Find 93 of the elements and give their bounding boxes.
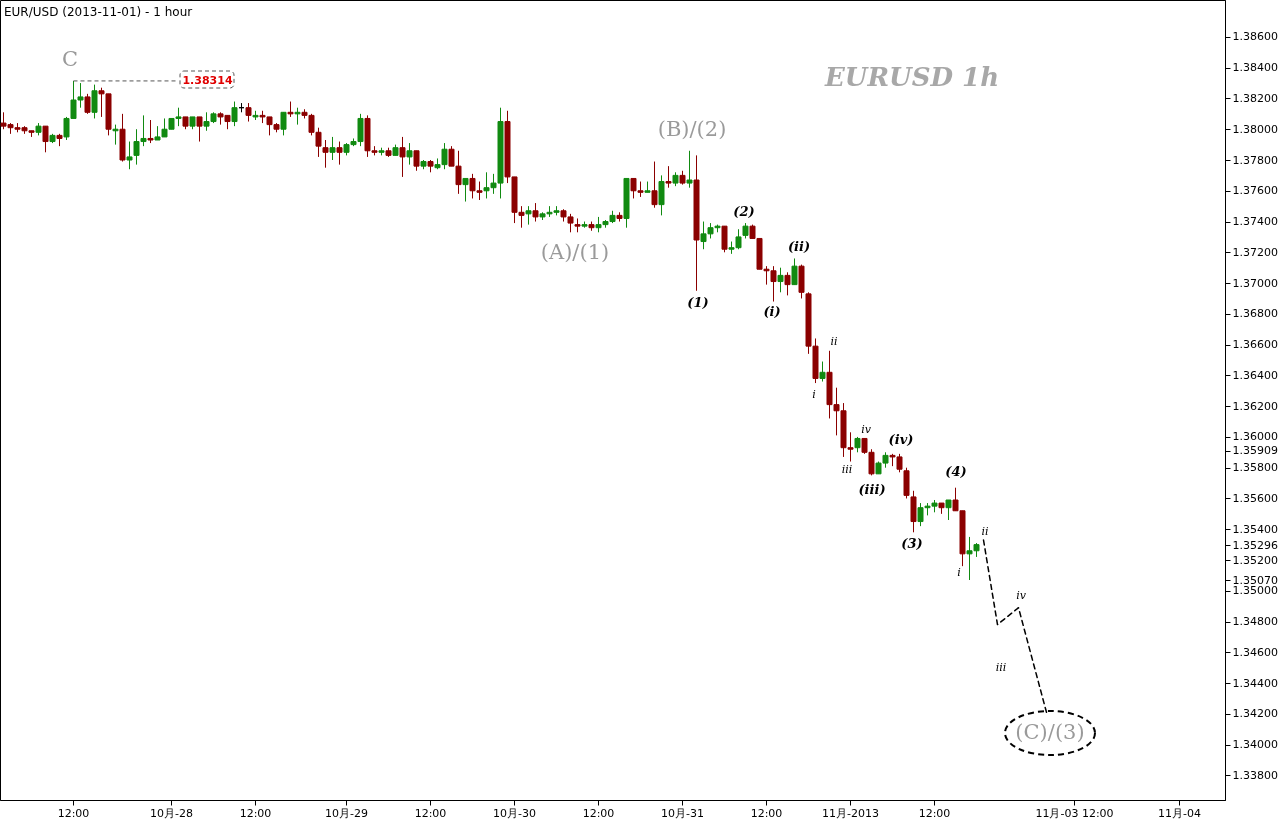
y-tick-label: 1.34800	[1232, 615, 1278, 629]
candlestick	[525, 205, 532, 226]
annotation: (C)/(3)	[1015, 720, 1085, 744]
annotation: (2)	[733, 204, 755, 219]
line-series	[982, 539, 1048, 714]
candlestick	[413, 150, 420, 172]
y-tick-label: 1.37200	[1232, 245, 1278, 259]
annotation: (ii)	[787, 239, 811, 254]
candlestick	[686, 150, 693, 189]
y-tick-label: 1.34200	[1232, 707, 1278, 721]
candlestick	[112, 124, 119, 146]
candlestick	[665, 165, 672, 189]
x-tick-label: 10月-29	[325, 806, 368, 820]
annotation: i	[957, 566, 961, 579]
y-tick-label: 1.35200	[1232, 553, 1278, 567]
candlestick	[945, 499, 952, 521]
candlestick	[791, 257, 798, 286]
annotation: iv	[861, 423, 872, 436]
candlestick	[245, 102, 252, 123]
annotation: (4)	[945, 464, 967, 479]
x-tick-label: 12:00	[239, 806, 272, 820]
x-tick-label: 10月-31	[661, 806, 704, 820]
y-tick-label: 1.35296	[1232, 538, 1278, 552]
x-tick-label: 11月-2013	[822, 806, 879, 820]
candlestick	[784, 271, 791, 296]
x-tick-label: 12:00	[750, 806, 783, 820]
y-tick-label: 1.37000	[1232, 276, 1278, 290]
x-tick-label: 10月-28	[150, 806, 193, 820]
annotation: ii	[830, 335, 838, 348]
candlestick	[126, 141, 133, 170]
text: EURUSD 1h	[823, 62, 1000, 92]
y-tick-label: 1.38400	[1232, 61, 1278, 75]
y-tick-label: 1.34400	[1232, 676, 1278, 690]
y-tick-label: 1.38000	[1232, 122, 1278, 136]
annotation: (B)/(2)	[657, 117, 727, 141]
annotation: iii	[995, 661, 1007, 674]
annotation: (3)	[901, 536, 923, 551]
annotation: (A)/(1)	[540, 240, 610, 264]
x-tick-label: 12:00	[57, 806, 90, 820]
y-tick-label: 1.33800	[1232, 768, 1278, 782]
x-tick-label: 12:00	[918, 806, 951, 820]
y-tick-label: 1.37800	[1232, 153, 1278, 167]
y-tick-label: 1.35070	[1232, 573, 1278, 587]
y-tick-label: 1.34600	[1232, 645, 1278, 659]
annotation: i	[812, 388, 816, 401]
candlestick	[231, 101, 238, 127]
annotation: iii	[841, 463, 853, 476]
candlestick	[280, 111, 287, 136]
y-tick-label: 1.36000	[1232, 430, 1278, 444]
annotation: (i)	[763, 304, 781, 319]
candlestick	[532, 202, 539, 223]
x-tick-label: 11月-04	[1158, 806, 1201, 820]
chart-title: EUR/USD (2013-11-01) - 1 hour	[4, 5, 193, 19]
x-tick-label: 12:00	[582, 806, 615, 820]
annotation: (1)	[687, 295, 709, 310]
annotation: ii	[981, 525, 989, 538]
candlestick	[721, 225, 728, 253]
y-tick-label: 1.36800	[1232, 307, 1278, 321]
candlestick	[329, 136, 336, 161]
y-tick-label: 1.38200	[1232, 91, 1278, 105]
candlestick	[406, 142, 413, 166]
y-tick-label: 1.35909	[1232, 444, 1278, 458]
y-tick-label: 1.37400	[1232, 215, 1278, 229]
x-tick-label: 10月-30	[493, 806, 536, 820]
y-tick-label: 1.35000	[1232, 584, 1278, 598]
candlestick	[91, 84, 98, 119]
y-tick-label: 1.37600	[1232, 184, 1278, 198]
candlestick	[651, 161, 658, 209]
annotation: iv	[1016, 589, 1027, 602]
candlestick	[147, 119, 154, 144]
candlestick	[819, 361, 826, 383]
y-tick-label: 1.36200	[1232, 399, 1278, 413]
annotation: (iii)	[858, 482, 886, 497]
y-tick-label: 1.36600	[1232, 338, 1278, 352]
annotation: (iv)	[888, 432, 914, 447]
candlestick	[399, 136, 406, 178]
y-tick-label: 1.36400	[1232, 368, 1278, 382]
candlestick	[777, 267, 784, 293]
y-tick-label: 1.34000	[1232, 738, 1278, 752]
candlestick	[462, 177, 469, 203]
x-tick-label: 11月-03 12:00	[1035, 806, 1114, 820]
y-tick-label: 1.38600	[1232, 30, 1278, 44]
candlestick	[84, 93, 91, 115]
y-tick-label: 1.35400	[1232, 522, 1278, 536]
candlestick	[658, 174, 665, 216]
candlestick	[336, 141, 343, 166]
candlestick	[196, 116, 203, 143]
annotation: C	[61, 47, 79, 71]
candlestick	[322, 139, 329, 169]
x-tick-label: 12:00	[414, 806, 447, 820]
y-tick-label: 1.35600	[1232, 491, 1278, 505]
candlestick	[42, 125, 49, 153]
y-tick-label: 1.35800	[1232, 461, 1278, 475]
